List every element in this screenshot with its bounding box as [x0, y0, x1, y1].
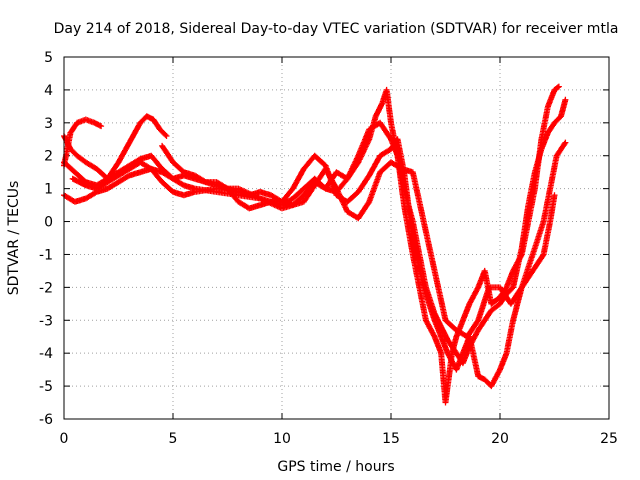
y-tick-label: 3	[44, 116, 53, 132]
y-tick-label: -5	[39, 379, 53, 395]
axis-ticks: 0 5 10 15 20 25 -6 -5 -4 -3 -2 -1 0 1 2 3 4 5	[39, 50, 618, 447]
chart-title: Day 214 of 2018, Sidereal Day-to-day VTE…	[54, 21, 619, 37]
y-tick-label: 0	[44, 215, 53, 231]
y-tick-label: -2	[39, 280, 53, 296]
series-f	[159, 136, 558, 390]
series-e	[69, 139, 569, 340]
y-tick-label: 2	[44, 149, 53, 165]
series-markers	[61, 96, 569, 367]
series-b	[61, 96, 569, 367]
x-tick-label: 0	[60, 431, 69, 447]
y-tick-label: 1	[44, 182, 53, 198]
x-tick-label: 10	[273, 431, 291, 447]
series-markers	[159, 136, 558, 390]
data-series	[61, 83, 569, 406]
grid	[64, 57, 609, 419]
x-tick-label: 20	[491, 431, 509, 447]
y-tick-label: 5	[44, 50, 53, 66]
y-axis-label: SDTVAR / TECUs	[6, 181, 22, 296]
y-tick-label: -4	[39, 346, 53, 362]
x-tick-label: 25	[600, 431, 618, 447]
y-tick-label: -1	[39, 247, 53, 263]
y-tick-label: -3	[39, 313, 53, 329]
x-axis-label: GPS time / hours	[277, 459, 394, 475]
y-tick-label: 4	[44, 83, 53, 99]
y-tick-label: -6	[39, 412, 53, 428]
x-tick-label: 5	[169, 431, 178, 447]
x-tick-label: 15	[382, 431, 400, 447]
series-markers	[69, 139, 569, 340]
plot-frame	[63, 56, 610, 420]
